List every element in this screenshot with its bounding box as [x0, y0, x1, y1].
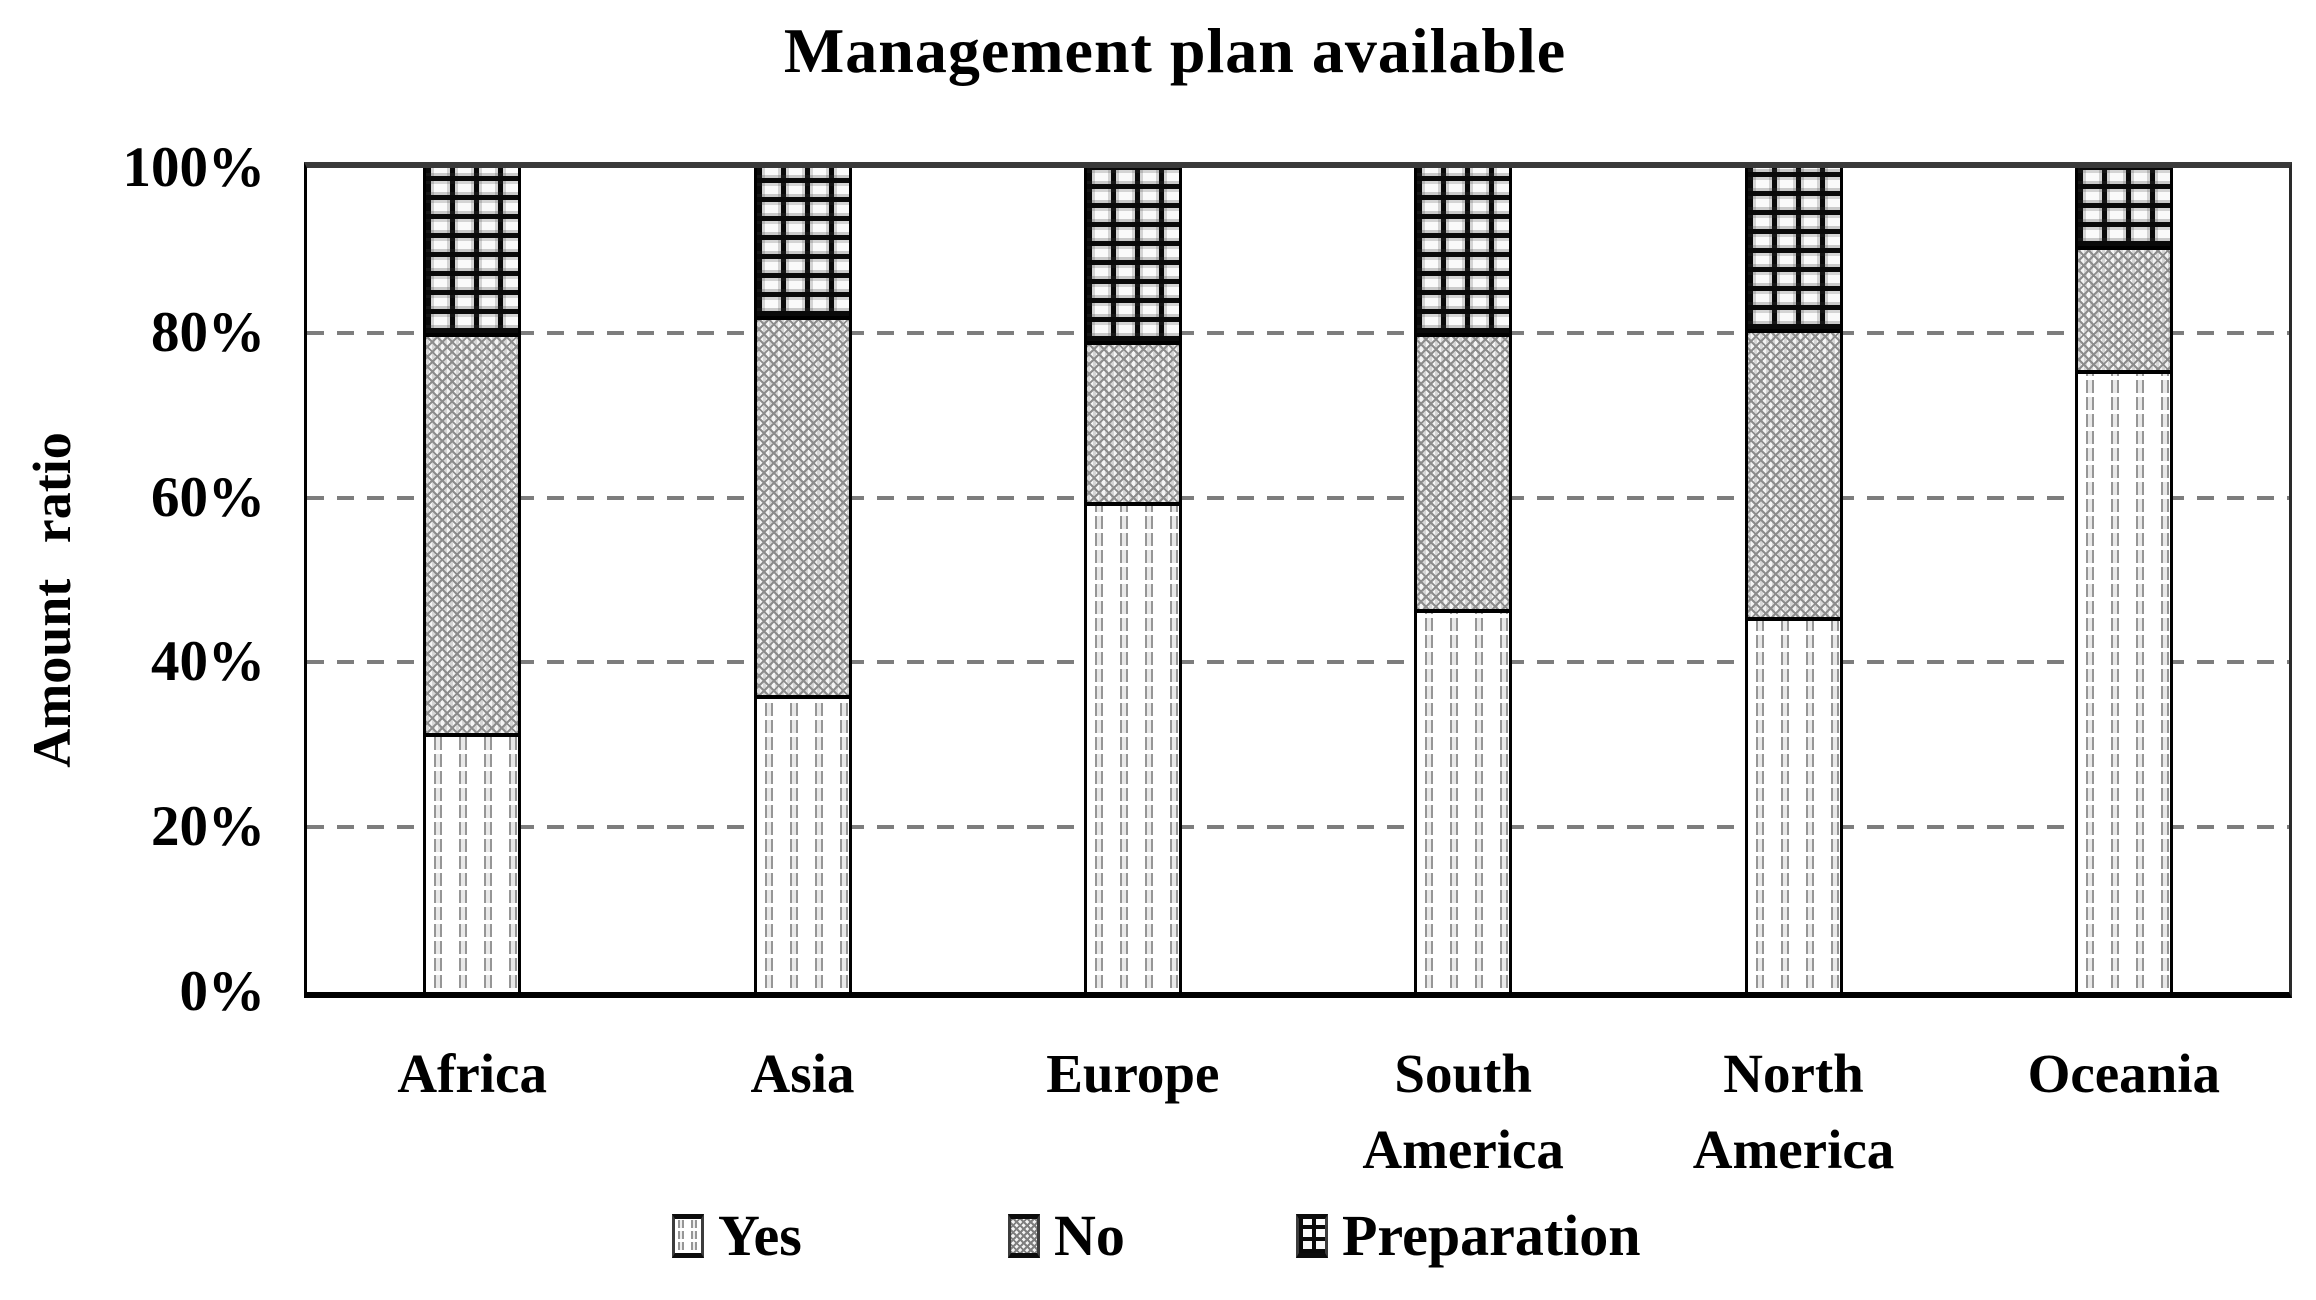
chart-title: Management plan available: [783, 15, 1567, 86]
y-tick-label: 0%: [179, 960, 266, 1023]
bar-segment-no: [426, 336, 519, 737]
bar-segment-preparation: [1086, 168, 1179, 346]
bar-segment-no: [1747, 332, 1840, 622]
bar-segment-no: [2077, 250, 2170, 374]
bar-africa: [423, 168, 522, 992]
bar-segment-no: [1086, 345, 1179, 506]
bar-segment-yes: [426, 736, 519, 992]
gridline-20%: [307, 825, 2289, 830]
bar-segment-yes: [1086, 505, 1179, 992]
legend-label: Yes: [718, 1203, 802, 1268]
bar-segment-preparation: [1417, 168, 1510, 337]
legend-item-yes: Yes: [672, 1202, 802, 1269]
bar-north-america: [1744, 168, 1843, 992]
bar-segment-preparation: [426, 168, 519, 337]
bar-segment-yes: [2077, 374, 2170, 992]
bar-segment-yes: [1747, 621, 1840, 992]
gridline-40%: [307, 660, 2289, 665]
x-tick-label-africa: Africa: [397, 1043, 547, 1104]
legend-label: No: [1054, 1203, 1125, 1268]
legend-label: Preparation: [1342, 1203, 1641, 1268]
gridline-80%: [307, 330, 2289, 335]
bar-segment-preparation: [756, 168, 849, 321]
legend-item-no: No: [1008, 1202, 1125, 1269]
bar-segment-yes: [756, 699, 849, 992]
bar-segment-yes: [1417, 612, 1510, 992]
bar-south-america: [1414, 168, 1513, 992]
bar-segment-preparation: [2077, 168, 2170, 251]
x-tick-label-south-america: South America: [1362, 1043, 1564, 1180]
x-tick-label-asia: Asia: [750, 1043, 855, 1104]
x-tick-label-oceania: Oceania: [2027, 1043, 2221, 1104]
y-tick-label: 40%: [151, 630, 265, 694]
legend-swatch-preparation: [1296, 1213, 1328, 1258]
bar-asia: [753, 168, 852, 992]
x-tick-label-north-america: North America: [1692, 1043, 1895, 1180]
x-tick-label-europe: Europe: [1046, 1043, 1220, 1104]
bar-oceania: [2074, 168, 2173, 992]
y-tick-label: 20%: [151, 795, 265, 859]
bar-europe: [1083, 168, 1182, 992]
bar-segment-preparation: [1747, 168, 1840, 333]
gridline-60%: [307, 495, 2289, 500]
y-tick-label: 80%: [151, 300, 265, 364]
bar-segment-no: [756, 320, 849, 700]
bar-segment-no: [1417, 336, 1510, 613]
legend-swatch-no: [1008, 1213, 1040, 1258]
legend-swatch-yes: [672, 1213, 704, 1258]
y-tick-label: 60%: [151, 465, 265, 529]
plot-area: [304, 162, 2292, 998]
y-tick-label: 100%: [122, 136, 266, 199]
legend-item-preparation: Preparation: [1296, 1202, 1641, 1269]
